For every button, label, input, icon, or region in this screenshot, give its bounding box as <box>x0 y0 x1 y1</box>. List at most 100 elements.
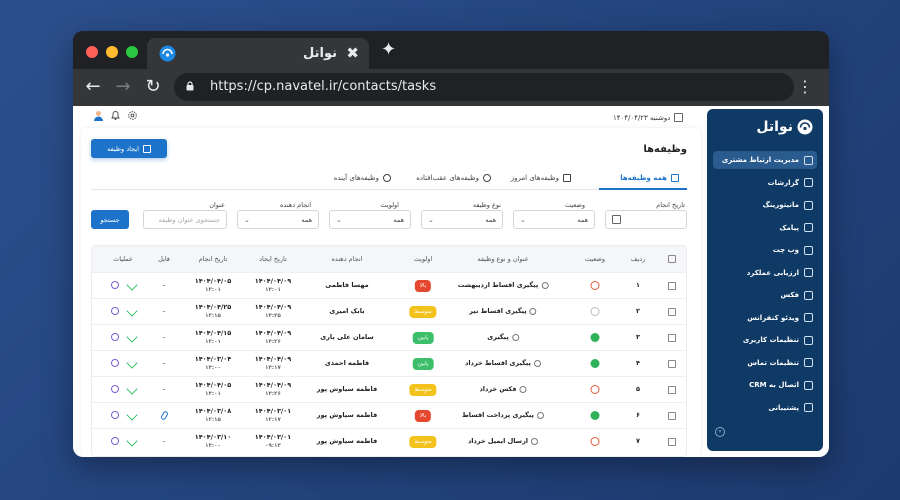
new-tab-icon[interactable]: ✦ <box>381 39 397 60</box>
edit-icon[interactable] <box>126 279 138 291</box>
history-icon[interactable] <box>111 437 119 445</box>
calendar-icon <box>674 113 684 122</box>
table-row[interactable]: ۴ پیگیری اقساط خرداد پایین فاطمه احمدی ۱۴۰۴/… <box>92 350 686 376</box>
tab-future-tasks[interactable]: وظیفه‌های آینده <box>334 174 391 182</box>
due-date-text: ۱۴۰۴/۰۳/۰۴ <box>194 355 232 363</box>
tab-today-tasks[interactable]: وظیفه‌های امروز <box>511 174 571 182</box>
due-date-label: تاریخ انجام <box>656 201 685 209</box>
table-row[interactable]: ۵ فکس خرداد متوسط فاطمه سیاوش پور ۱۴۰۴/۰۴/۰۹… <box>92 376 686 402</box>
url-text: https://cp.navatel.ir/contacts/tasks <box>210 79 437 94</box>
browser-tab[interactable]: نواتل ✖ <box>147 38 369 69</box>
sidebar-item[interactable]: پیامک <box>713 219 817 237</box>
table-row[interactable]: ۷ ارسال ایمیل خرداد متوسط فاطمه سیاوش پور ۱۴… <box>92 428 686 454</box>
file-empty: – <box>162 385 166 393</box>
sidebar-item[interactable]: تنظیمات کاربری <box>713 331 817 349</box>
edit-icon[interactable] <box>126 383 138 395</box>
sidebar-item[interactable]: گزارشات <box>713 174 817 192</box>
sidebar-item[interactable]: ویدئو کنفرانس <box>713 309 817 327</box>
tab-overdue-tasks[interactable]: وظیفه‌های عقب‌افتاده <box>416 174 491 182</box>
assignee-filter-select[interactable]: همه ⌄ <box>237 210 319 229</box>
status-ok-icon <box>590 359 600 368</box>
video-icon <box>804 313 813 322</box>
attachment-icon[interactable] <box>160 410 169 421</box>
task-title[interactable]: پیگیری اقساط اردیبهشت <box>458 281 549 289</box>
minimize-window-button[interactable] <box>106 46 118 58</box>
sidebar-item[interactable]: مدیریت ارتباط مشتری <box>713 151 817 169</box>
row-number: ۴ <box>636 359 640 367</box>
table-row[interactable]: ۲ پیگیری اقساط تیر متوسط بابک امیری ۱۴۰۴/۰۴/… <box>92 298 686 324</box>
edit-icon[interactable] <box>126 357 138 369</box>
edit-icon[interactable] <box>126 435 138 447</box>
maximize-window-button[interactable] <box>126 46 138 58</box>
created-date: ۱۴۰۴/۰۴/۰۹ ۱۴:۰۱ <box>255 277 292 295</box>
search-button[interactable]: جستجو <box>91 210 129 229</box>
call-icon <box>511 333 519 341</box>
back-icon[interactable]: ← <box>85 76 101 97</box>
call-icon <box>536 411 544 419</box>
task-title[interactable]: پیگیری پرداخت اقساط <box>462 411 544 419</box>
sidebar-item[interactable]: اتصال به CRM <box>713 376 817 394</box>
edit-icon[interactable] <box>126 305 138 317</box>
task-title[interactable]: ارسال ایمیل خرداد <box>468 437 539 445</box>
row-checkbox[interactable] <box>668 438 676 446</box>
sidebar-item[interactable]: وب چت <box>713 241 817 259</box>
task-title[interactable]: پیگیری اقساط خرداد <box>465 359 541 367</box>
created-date: ۱۴۰۴/۰۴/۰۹ ۱۴:۲۶ <box>255 381 292 399</box>
address-bar[interactable]: https://cp.navatel.ir/contacts/tasks <box>174 73 794 101</box>
row-checkbox[interactable] <box>668 386 676 394</box>
edit-icon[interactable] <box>126 331 138 343</box>
due-date-picker[interactable] <box>605 210 687 229</box>
tab-overdue-label: وظیفه‌های عقب‌افتاده <box>416 174 479 182</box>
close-window-button[interactable] <box>86 46 98 58</box>
support-icon <box>804 403 813 412</box>
title-search-input[interactable]: جستجوی عنوان وظیفه <box>143 210 227 229</box>
priority-filter-select[interactable]: همه ⌄ <box>329 210 411 229</box>
row-checkbox[interactable] <box>668 308 676 316</box>
task-title[interactable]: پیگیری <box>487 333 519 341</box>
table-row[interactable]: ۳ پیگیری پایین سامان علی یاری ۱۴۰۴/۰۴/۰۹ ۱۴:۲… <box>92 324 686 350</box>
row-checkbox[interactable] <box>668 334 676 342</box>
sidebar-item-label: گزارشات <box>767 178 799 187</box>
task-title[interactable]: فکس خرداد <box>479 385 527 393</box>
browser-menu-icon[interactable]: ⋮ <box>797 77 813 96</box>
status-filter-select[interactable]: همه ⌄ <box>513 210 595 229</box>
edit-square-icon <box>142 144 151 153</box>
email-icon <box>531 437 539 445</box>
task-title-text: پیگیری پرداخت اقساط <box>462 411 534 419</box>
reload-icon[interactable]: ↻ <box>145 76 161 97</box>
due-time-text: ۱۴:۰۰ <box>205 443 221 449</box>
select-all-checkbox[interactable] <box>668 255 676 263</box>
row-checkbox[interactable] <box>668 360 676 368</box>
tab-all-tasks[interactable]: همه وظیفه‌ها <box>620 174 679 182</box>
sidebar-item[interactable]: ارزیابی عملکرد <box>713 264 817 282</box>
history-icon[interactable] <box>111 411 119 419</box>
bell-icon[interactable] <box>110 110 121 121</box>
assignee-name: مهسا فاطمی <box>325 281 369 289</box>
collapse-sidebar-icon[interactable]: » <box>715 427 725 437</box>
task-title[interactable]: پیگیری اقساط تیر <box>469 307 537 315</box>
sidebar-item[interactable]: پشتیبانی <box>713 399 817 417</box>
calendar-icon <box>612 215 621 224</box>
forward-icon[interactable]: → <box>115 76 131 97</box>
create-task-button[interactable]: ایجاد وظیفه <box>91 139 167 158</box>
table-row[interactable]: ۱ پیگیری اقساط اردیبهشت بالا مهسا فاطمی ۱۴۰۴… <box>92 272 686 298</box>
table-row[interactable]: ۶ پیگیری پرداخت اقساط بالا فاطمه سیاوش پور ۱… <box>92 402 686 428</box>
user-avatar-icon[interactable] <box>93 110 104 121</box>
row-number: ۷ <box>636 437 640 445</box>
history-icon[interactable] <box>111 359 119 367</box>
tab-close-icon[interactable]: ✖ <box>346 44 359 62</box>
row-number: ۵ <box>636 385 640 393</box>
gear-icon[interactable] <box>127 110 138 121</box>
sidebar-item[interactable]: مانیتورینگ <box>713 196 817 214</box>
history-icon[interactable] <box>111 281 119 289</box>
task-tabs: همه وظیفه‌ها وظیفه‌های امروز وظیفه‌های ع… <box>91 170 687 190</box>
row-checkbox[interactable] <box>668 282 676 290</box>
sidebar-item[interactable]: فکس <box>713 286 817 304</box>
type-filter-select[interactable]: همه ⌄ <box>421 210 503 229</box>
edit-icon[interactable] <box>126 409 138 421</box>
sidebar-item[interactable]: تنظیمات تماس <box>713 354 817 372</box>
history-icon[interactable] <box>111 385 119 393</box>
history-icon[interactable] <box>111 333 119 341</box>
history-icon[interactable] <box>111 307 119 315</box>
row-checkbox[interactable] <box>668 412 676 420</box>
